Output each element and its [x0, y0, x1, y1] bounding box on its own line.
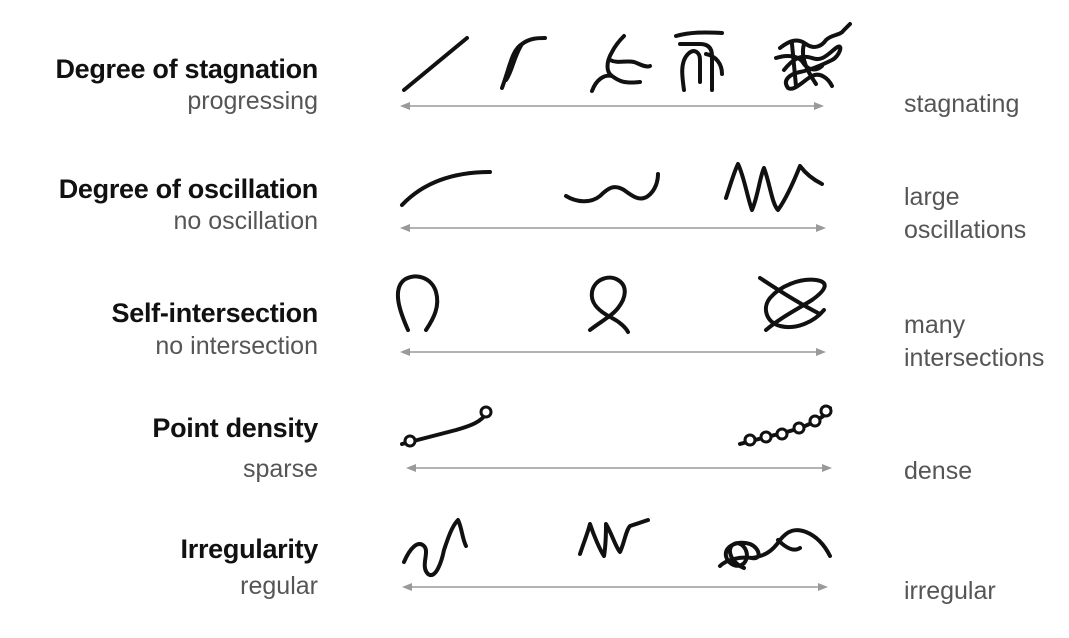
row-title-irregularity: Irregularity [181, 534, 318, 565]
high-label-stagnation: stagnating [904, 88, 1019, 121]
high-label-oscillation-line-1: large [904, 181, 1026, 214]
stagnation-glyph-3 [592, 36, 650, 91]
axis-arrow-oscillation [400, 224, 826, 232]
row-title-density: Point density [152, 413, 318, 444]
intersection-glyph-2 [590, 278, 628, 332]
high-label-oscillation: large oscillations [904, 181, 1026, 247]
low-label-stagnation: progressing [187, 87, 318, 116]
axis-arrow-density [406, 464, 832, 472]
density-glyph-dense [740, 406, 831, 445]
low-label-intersection: no intersection [155, 332, 318, 361]
high-label-oscillation-line-2: oscillations [904, 214, 1026, 247]
row-title-oscillation: Degree of oscillation [59, 174, 318, 205]
high-label-intersection-line-1: many [904, 309, 1044, 342]
oscillation-glyph-3 [726, 164, 822, 210]
oscillation-glyph-1 [402, 172, 490, 205]
irregularity-glyph-2 [580, 520, 648, 556]
stagnation-glyph-2 [502, 38, 545, 88]
irregularity-glyph-3 [720, 530, 830, 568]
row-title-stagnation: Degree of stagnation [55, 54, 318, 85]
intersection-glyph-3 [760, 278, 825, 330]
high-label-irregularity: irregular [904, 575, 996, 608]
axis-arrow-stagnation [400, 102, 824, 110]
high-label-intersection-line-2: intersections [904, 342, 1044, 375]
stagnation-glyph-5 [776, 24, 850, 89]
high-label-density: dense [904, 455, 972, 488]
high-label-intersection: many intersections [904, 309, 1044, 375]
axis-arrow-irregularity [402, 583, 828, 591]
low-label-density: sparse [243, 455, 318, 484]
density-glyph-sparse [402, 407, 491, 446]
stagnation-glyph-4 [676, 32, 722, 90]
low-label-oscillation: no oscillation [173, 207, 318, 236]
low-label-irregularity: regular [240, 572, 318, 601]
oscillation-glyph-2 [566, 174, 658, 201]
intersection-glyph-1 [398, 276, 437, 330]
irregularity-glyph-1 [404, 520, 466, 575]
stagnation-glyph-1 [404, 38, 467, 90]
axis-arrow-intersection [400, 348, 826, 356]
row-title-intersection: Self-intersection [112, 298, 318, 329]
